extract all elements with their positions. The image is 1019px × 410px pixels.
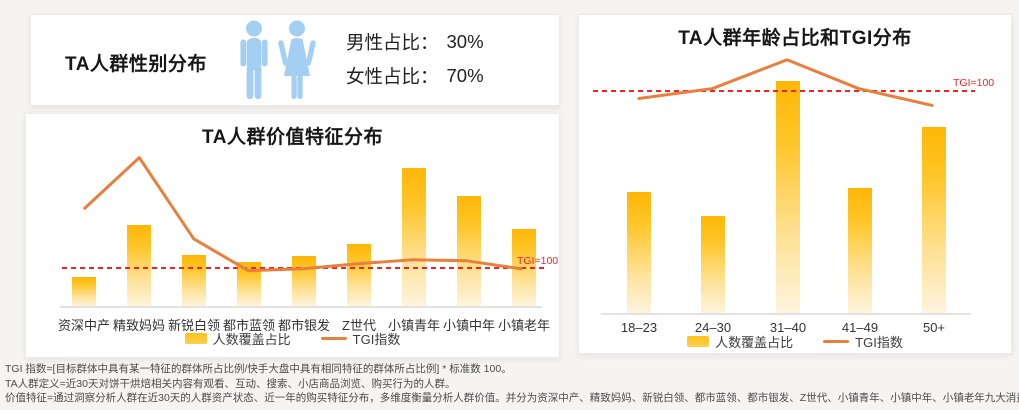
bar-legend-swatch <box>184 333 207 344</box>
legend-tgi-label: TGI指数 <box>855 335 903 350</box>
female-ratio-row: 女性占比： 70% <box>346 63 484 89</box>
x-label-小镇中年: 小镇中年 <box>442 318 495 333</box>
x-label-31–40: 31–40 <box>769 320 807 335</box>
x-label-精致妈妈: 精致妈妈 <box>112 318 165 333</box>
value-chart-title: TA人群价值特征分布 <box>202 127 383 148</box>
x-label-新锐白领: 新锐白领 <box>167 318 220 333</box>
x-label-资深中产: 资深中产 <box>57 318 110 333</box>
x-label-小镇老年: 小镇老年 <box>497 318 550 333</box>
male-ratio-label: 男性占比： <box>346 32 439 53</box>
legend-tgi-label: TGI指数 <box>352 332 401 347</box>
value-chart-legend: 人数覆盖占比 TGI指数 <box>26 329 559 348</box>
bar-24–30 <box>701 215 725 313</box>
bar-legend-swatch <box>687 336 710 347</box>
age-chart-plot: 18–23 24–30 31–40 41–49 50+ TGI=100 <box>579 15 1011 353</box>
bar-都市银发 <box>292 256 316 306</box>
line-legend-swatch <box>320 337 347 340</box>
x-label-Z世代: Z世代 <box>342 318 376 333</box>
footnote-ta-definition: TA人群定义=近30天对饼干烘焙相关内容有观看、互动、搜索、小店商品浏览、购买行… <box>5 377 456 390</box>
footnote-value-feature-definition: 价值特征=通过洞察分析人群在近30天的人群资产状态、近一年的购买特征分布，多维度… <box>5 392 1019 404</box>
bar-18–23 <box>627 192 651 313</box>
x-label-都市银发: 都市银发 <box>277 318 330 333</box>
bar-31–40 <box>776 81 800 313</box>
male-icon <box>237 20 271 100</box>
legend-item-coverage: 人数覆盖占比 <box>184 329 291 348</box>
footnotes: TGI 指数=[目标群体中具有某一特征的群体所占比例/快手大盘中具有相同特征的群… <box>5 362 1019 406</box>
footnote-tgi-definition: TGI 指数=[目标群体中具有某一特征的群体所占比例/快手大盘中具有相同特征的群… <box>5 363 512 375</box>
age-tgi-chart-panel: TA人群年龄占比和TGI分布 18–23 24–30 31–40 41–49 50+ TG… <box>578 14 1012 354</box>
female-icon <box>278 20 316 100</box>
x-label-50+: 50+ <box>922 320 946 335</box>
male-ratio-value: 30% <box>446 31 484 52</box>
value-feature-chart-panel: TA人群价值特征分布 资深中产 精致妈妈 新锐白领 都市蓝领 都市银发 Z世代 小镇青年 小镇… <box>25 113 560 358</box>
tgi-100-reference-line <box>62 267 547 269</box>
gender-panel-title: TA人群性别分布 <box>65 54 207 75</box>
tgi-100-label: TGI=100 <box>517 255 559 267</box>
line-legend-swatch <box>823 340 850 343</box>
bar-小镇中年 <box>457 195 481 306</box>
female-ratio-value: 70% <box>446 65 484 86</box>
gender-stats: 男性占比： 30% 女性占比： 70% <box>346 29 484 97</box>
x-label-小镇青年: 小镇青年 <box>387 318 440 333</box>
bar-资深中产 <box>72 277 96 306</box>
age-chart-title: TA人群年龄占比和TGI分布 <box>678 28 912 49</box>
value-chart-plot: 资深中产 精致妈妈 新锐白领 都市蓝领 都市银发 Z世代 小镇青年 小镇中年 小镇老年 TGI=1… <box>26 114 559 357</box>
legend-coverage-label: 人数覆盖占比 <box>715 335 794 350</box>
gender-panel: TA人群性别分布 男性占比： <box>30 14 560 106</box>
legend-item-tgi: TGI指数 <box>320 329 401 348</box>
legend-coverage-label: 人数覆盖占比 <box>212 332 291 347</box>
x-label-18–23: 18–23 <box>620 320 658 335</box>
age-chart-legend: 人数覆盖占比 TGI指数 <box>579 332 1011 351</box>
x-axis-line <box>601 313 971 315</box>
legend-item-coverage: 人数覆盖占比 <box>687 332 793 351</box>
x-label-41–49: 41–49 <box>841 320 879 335</box>
bar-新锐白领 <box>182 254 206 306</box>
tgi-100-label: TGI=100 <box>953 77 995 89</box>
female-ratio-label: 女性占比： <box>346 66 439 87</box>
bar-精致妈妈 <box>127 224 151 306</box>
x-axis-line <box>60 306 542 308</box>
legend-item-tgi: TGI指数 <box>823 332 903 351</box>
bar-小镇青年 <box>402 168 426 306</box>
tgi-100-reference-line <box>593 90 975 92</box>
x-label-24–30: 24–30 <box>694 320 732 335</box>
male-ratio-row: 男性占比： 30% <box>346 29 484 55</box>
bar-Z世代 <box>347 243 371 306</box>
bar-41–49 <box>848 187 872 313</box>
bar-50+ <box>922 127 946 313</box>
x-label-都市蓝领: 都市蓝领 <box>222 318 275 333</box>
